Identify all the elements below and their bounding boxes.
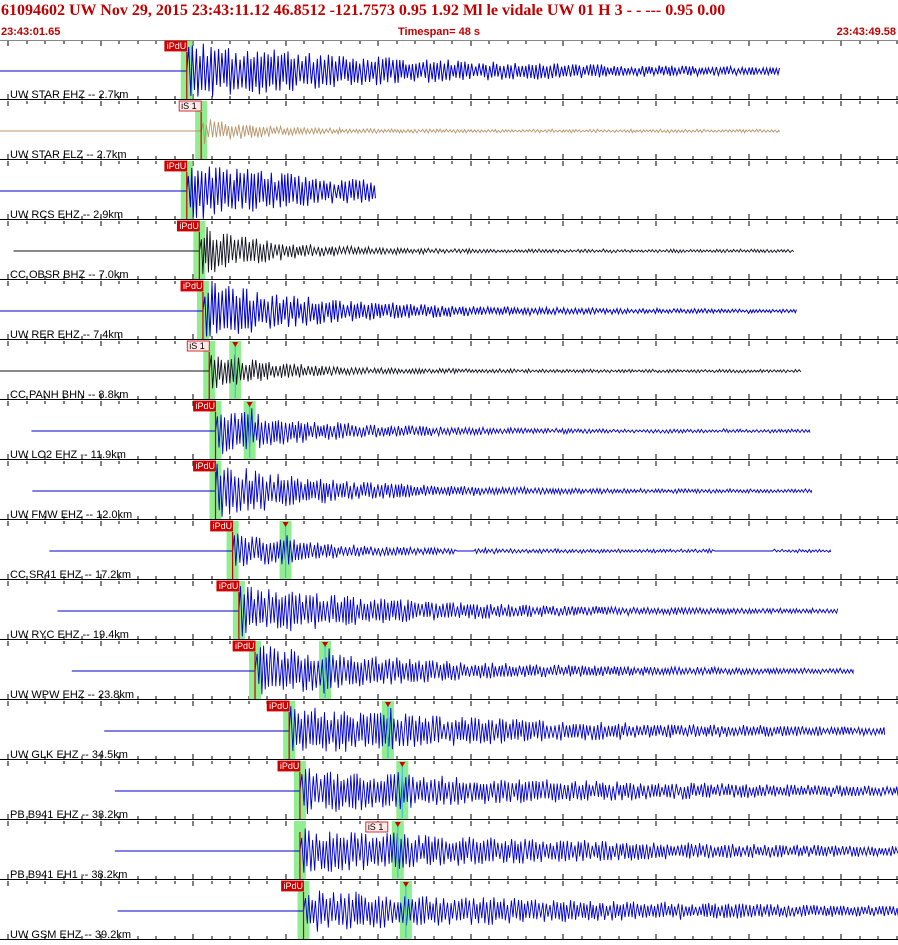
trace-panel[interactable]: iPdU UW GSM EHZ -- 39.2km	[0, 880, 898, 941]
pick-label-box[interactable]	[210, 520, 233, 532]
waveform-trace	[117, 890, 898, 932]
pick-label-box[interactable]	[164, 40, 188, 52]
waveform-trace	[31, 408, 811, 455]
waveform-trace	[49, 533, 832, 567]
pick-label: iPdU	[235, 641, 255, 651]
pick-label-box[interactable]	[281, 880, 304, 892]
pick-label: iPdU	[219, 581, 239, 591]
waveform-trace	[13, 226, 795, 274]
s-pick-marker[interactable]	[399, 762, 406, 767]
pick-label: iPdU	[280, 761, 300, 771]
seismogram-canvas[interactable]: iPdU UW STAR EHZ -- 2.7km iS 1 UW STAR ELZ …	[0, 40, 898, 941]
trace-panel[interactable]: iPdU UW WPW EHZ -- 23.8km	[0, 640, 898, 701]
waveform-trace	[0, 354, 802, 389]
end-time: 23:43:49.58	[836, 26, 896, 38]
event-title: 61094602 UW Nov 29, 2015 23:43:11.12 46.…	[1, 2, 726, 19]
channel-label: CC PANH BHN -- 8.8km	[10, 389, 128, 401]
channel-label: PB B941 EH1 -- 38.2km	[10, 869, 127, 881]
s-pick-marker[interactable]	[232, 342, 239, 347]
pick-label-box[interactable]	[186, 340, 210, 352]
channel-label: UW LO2 EHZ -- 11.9km	[10, 449, 126, 461]
channel-label: UW RCS EHZ -- 2.9km	[10, 209, 123, 221]
channel-label: UW FMW EHZ -- 12.0km	[10, 509, 132, 521]
trace-panel[interactable]: iPdU UW RER EHZ -- 7.4km	[0, 280, 898, 341]
pick-label-box[interactable]	[180, 280, 204, 292]
waveform-trace	[104, 706, 885, 752]
channel-label: UW GSM EHZ -- 39.2km	[10, 929, 131, 940]
trace-panel[interactable]: iPdU CC OBSR BHZ -- 7.0km	[0, 220, 898, 281]
pick-label-box[interactable]	[164, 160, 188, 172]
waveform-trace	[0, 119, 780, 145]
pick-label: iPdU	[167, 41, 187, 51]
waveform-trace	[32, 463, 813, 517]
channel-label: PB B941 EHZ -- 38.2km	[10, 809, 128, 821]
trace-panel[interactable]: iPdU UW RYC EHZ -- 19.4km	[0, 580, 898, 641]
channel-label: UW STAR ELZ -- 2.7km	[10, 149, 127, 161]
trace-panel[interactable]: iPdU UW GLK EHZ -- 34.5km	[0, 700, 898, 761]
waveform-trace	[0, 43, 780, 97]
s-pick-marker[interactable]	[394, 822, 401, 827]
pick-label-box[interactable]	[365, 821, 389, 833]
pick-label: iPdU	[196, 401, 216, 411]
pick-label: iS 1	[181, 101, 197, 111]
s-pick-marker[interactable]	[322, 642, 329, 647]
waveform-trace	[114, 828, 898, 873]
s-pick-marker[interactable]	[282, 522, 289, 527]
pick-label: iPdU	[167, 161, 187, 171]
pick-label-box[interactable]	[193, 460, 216, 472]
pick-label: iPdU	[196, 461, 216, 471]
waveform-trace	[114, 768, 898, 815]
trace-panel[interactable]: iPdU UW FMW EHZ -- 12.0km	[0, 460, 898, 521]
trace-panel[interactable]: iS 1 PB B941 EH1 -- 38.2km	[0, 821, 898, 881]
pick-label-box[interactable]	[216, 580, 240, 592]
seismogram-panels[interactable]: iPdU UW STAR EHZ -- 2.7km iS 1 UW STAR ELZ …	[0, 40, 898, 941]
waveform-trace	[0, 283, 797, 337]
pick-label-box[interactable]	[277, 760, 301, 772]
pick-label: iPdU	[284, 881, 304, 891]
waveform-trace	[71, 645, 854, 695]
pick-label: iS 1	[189, 341, 205, 351]
trace-panel[interactable]: iPdU UW RCS EHZ -- 2.9km	[0, 160, 898, 221]
channel-label: UW RER EHZ -- 7.4km	[10, 329, 123, 341]
pick-label-box[interactable]	[193, 400, 216, 412]
pick-label: iPdU	[183, 281, 203, 291]
trace-panel[interactable]: iS 1 UW STAR ELZ -- 2.7km	[0, 100, 898, 161]
pick-label: iPdU	[269, 701, 289, 711]
trace-panel[interactable]: iPdU UW LO2 EHZ -- 11.9km	[0, 400, 898, 461]
channel-label: UW RYC EHZ -- 19.4km	[10, 629, 129, 641]
s-pick-marker[interactable]	[384, 702, 391, 707]
channel-label: UW GLK EHZ -- 34.5km	[10, 749, 128, 761]
channel-label: CC SR41 EHZ -- 17.2km	[10, 569, 131, 581]
pick-label: iPdU	[213, 521, 233, 531]
pick-label-box[interactable]	[232, 640, 256, 652]
trace-panel[interactable]: iS 1 CC PANH BHN -- 8.8km	[0, 340, 898, 401]
pick-label-box[interactable]	[266, 700, 290, 712]
channel-label: CC OBSR BHZ -- 7.0km	[10, 269, 129, 281]
pick-label-box[interactable]	[176, 220, 200, 232]
trace-panel[interactable]: iPdU PB B941 EHZ -- 38.2km	[0, 760, 898, 821]
start-time: 23:43:01.65	[1, 26, 61, 38]
event-header: 61094602 UW Nov 29, 2015 23:43:11.12 46.…	[0, 0, 898, 41]
waveform-trace	[57, 586, 839, 637]
waveform-trace	[0, 166, 376, 219]
channel-label: UW WPW EHZ -- 23.8km	[10, 689, 134, 701]
trace-panel[interactable]: iPdU UW STAR EHZ -- 2.7km	[0, 40, 898, 101]
pick-label: iPdU	[179, 221, 199, 231]
pick-label-box[interactable]	[178, 100, 202, 112]
s-pick-marker[interactable]	[402, 882, 409, 887]
pick-label: iS 1	[368, 822, 384, 832]
timespan-label: Timespan= 48 s	[398, 26, 481, 38]
s-pick-marker[interactable]	[246, 402, 253, 407]
trace-panel[interactable]: iPdU CC SR41 EHZ -- 17.2km	[0, 520, 898, 581]
channel-label: UW STAR EHZ -- 2.7km	[10, 89, 128, 101]
